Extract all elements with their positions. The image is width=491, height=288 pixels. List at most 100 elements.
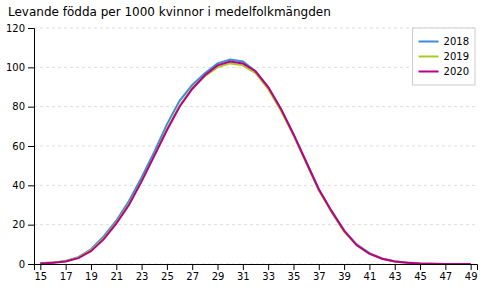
grid-line — [34, 146, 477, 147]
legend-label: 2020 — [444, 66, 469, 77]
x-tick-label: 45 — [414, 271, 427, 282]
x-tick-mark — [192, 264, 193, 270]
y-tick: 40 — [12, 180, 34, 191]
grid — [34, 28, 477, 264]
grid-line — [34, 28, 477, 29]
legend-swatch — [419, 71, 439, 73]
series-line — [40, 63, 470, 264]
x-axis-line — [35, 265, 478, 271]
y-tick-label: 60 — [12, 141, 25, 152]
x-tick-mark — [369, 264, 370, 270]
title: Levande födda per 1000 kvinnor i medelfo… — [8, 5, 331, 19]
x-tick-label: 25 — [161, 271, 174, 282]
x-tick: 31 — [237, 264, 250, 282]
x-tick-label: 31 — [237, 271, 250, 282]
y-tick: 100 — [6, 62, 34, 73]
x-tick-mark — [268, 264, 269, 270]
y-tick-mark — [28, 28, 34, 29]
x-tick-mark — [445, 264, 446, 270]
legend-label: 2018 — [444, 36, 469, 47]
x-tick: 21 — [110, 264, 123, 282]
x-tick-mark — [91, 264, 92, 270]
y-tick-mark — [28, 146, 34, 147]
plot: 15 17 19 21 23 25 27 29 31 33 35 37 39 41 43 45 47 49 0 20 4… — [6, 23, 478, 282]
y-tick: 60 — [12, 141, 34, 152]
x-tick: 33 — [262, 264, 275, 282]
x-tick-label: 37 — [313, 271, 326, 282]
x-tick-label: 27 — [186, 271, 199, 282]
y-tick-mark — [28, 67, 34, 68]
lines — [40, 59, 470, 264]
grid-line — [34, 67, 477, 68]
y-tick-mark — [28, 107, 34, 108]
y-tick-label: 120 — [6, 23, 25, 34]
legend-swatch — [419, 56, 439, 58]
grid-line — [34, 106, 477, 107]
x-tick-mark — [243, 264, 244, 270]
x-tick: 39 — [338, 264, 351, 282]
x-tick-label: 23 — [136, 271, 149, 282]
x-tick-label: 41 — [364, 271, 377, 282]
x-tick: 43 — [389, 264, 402, 282]
grid-line — [34, 224, 477, 225]
x-tick: 27 — [186, 264, 199, 282]
y-tick-label: 0 — [19, 259, 25, 270]
y-tick-label: 20 — [12, 219, 25, 230]
x-tick: 29 — [212, 264, 225, 282]
x-tick-label: 39 — [338, 271, 351, 282]
x-tick-mark — [167, 264, 168, 270]
x-tick-mark — [66, 264, 67, 270]
legend: 2018 2019 2020 — [413, 28, 475, 85]
x-tick: 45 — [414, 264, 427, 282]
y-tick-mark — [28, 264, 34, 265]
x-tick-label: 15 — [34, 271, 47, 282]
x-tick: 37 — [313, 264, 326, 282]
x-tick: 41 — [364, 264, 377, 282]
y-tick-mark — [28, 225, 34, 226]
chart: Levande födda per 1000 kvinnor i medelfo… — [0, 0, 491, 288]
series-line — [40, 61, 470, 264]
x-tick-mark — [40, 264, 41, 270]
x-tick: 23 — [136, 264, 149, 282]
y-tick: 20 — [12, 219, 34, 230]
y-tick: 0 — [19, 259, 34, 270]
legend-box — [413, 28, 475, 85]
x-tick-mark — [293, 264, 294, 270]
x-tick-mark — [471, 264, 472, 270]
x-tick: 47 — [439, 264, 452, 282]
x-tick-mark — [218, 264, 219, 270]
x-tick-label: 43 — [389, 271, 402, 282]
y-tick-mark — [28, 185, 34, 186]
x-tick-label: 29 — [212, 271, 225, 282]
x-tick-label: 33 — [262, 271, 275, 282]
x-tick-mark — [344, 264, 345, 270]
grid-line — [34, 185, 477, 186]
y-tick-label: 40 — [12, 180, 25, 191]
x-tick: 19 — [85, 264, 98, 282]
x-tick-label: 19 — [85, 271, 98, 282]
x-tick-label: 35 — [288, 271, 301, 282]
x-tick-mark — [420, 264, 421, 270]
x-tick-mark — [116, 264, 117, 270]
x-tick-mark — [142, 264, 143, 270]
x-tick: 49 — [465, 264, 478, 282]
x-tick: 15 — [34, 264, 47, 282]
x-tick-mark — [395, 264, 396, 270]
legend-label: 2019 — [444, 51, 469, 62]
y-tick-label: 80 — [12, 101, 25, 112]
y-tick: 80 — [12, 101, 34, 112]
y-axis-line — [28, 29, 35, 265]
x-tick-label: 49 — [465, 271, 478, 282]
x-tick-label: 21 — [110, 271, 123, 282]
series-line — [40, 59, 470, 264]
x-tick-mark — [319, 264, 320, 270]
x-tick-label: 47 — [439, 271, 452, 282]
y-axis: 0 20 40 60 80 100 120 — [6, 23, 35, 270]
x-tick: 17 — [60, 264, 73, 282]
legend-swatch — [419, 41, 439, 43]
y-tick-label: 100 — [6, 62, 25, 73]
x-tick: 35 — [288, 264, 301, 282]
x-tick: 25 — [161, 264, 174, 282]
x-axis: 15 17 19 21 23 25 27 29 31 33 35 37 39 41 43 45 47 49 — [34, 264, 477, 282]
y-tick: 120 — [6, 23, 34, 34]
